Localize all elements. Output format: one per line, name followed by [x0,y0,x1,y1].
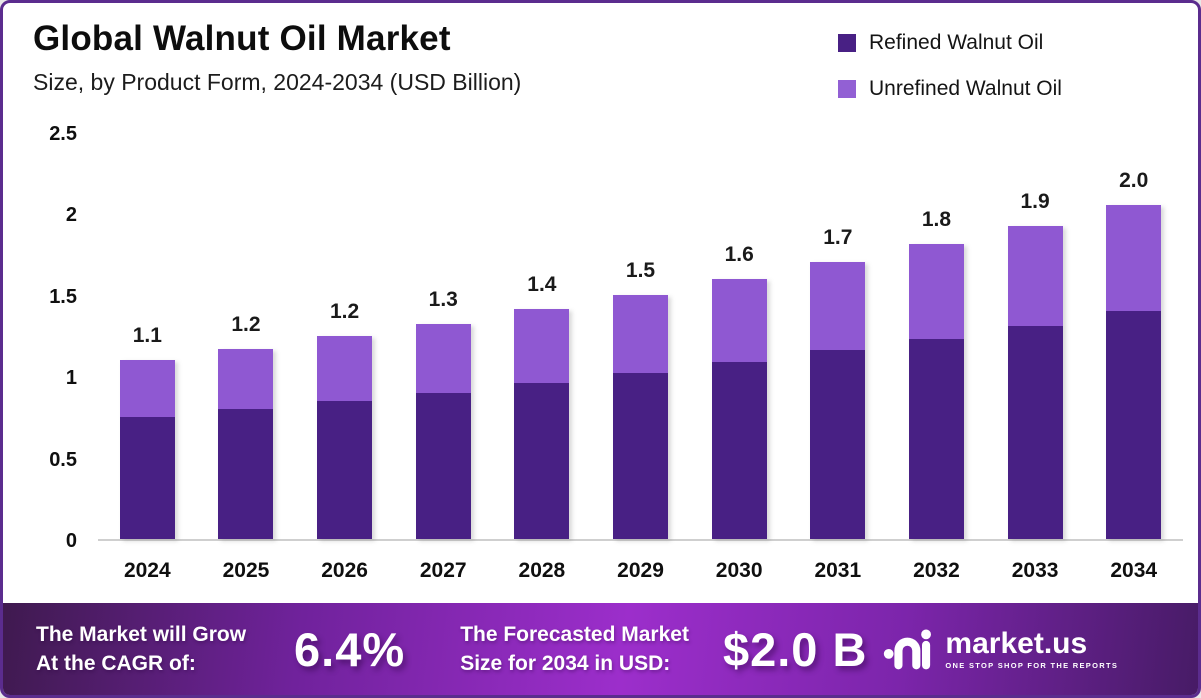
bar-segment-refined [908,338,964,539]
bar-column-2026: 1.2 [295,134,394,539]
y-tick-label: 0 [65,530,77,552]
forecast-value: $2.0 B [722,622,868,676]
bar-segment-refined [317,400,373,539]
brand-logo: market.us ONE STOP SHOP FOR THE REPORTS [883,628,1118,670]
bar-segment-refined [514,382,570,539]
x-tick-label-2025: 2025 [222,559,270,582]
legend-swatch-refined-icon [838,34,856,52]
bar-column-2032: 1.8 [887,134,986,539]
forecast-caption-line1: The Forecasted Market [460,623,689,646]
bar-total-label: 1.4 [527,273,557,297]
brand-name: market.us [945,626,1088,660]
bar-stack [317,335,373,539]
bar-column-2024: 1.1 [98,134,197,539]
bar-total-label: 2.0 [1119,169,1149,193]
x-tick-label-2034: 2034 [1110,559,1158,582]
bar-stack [613,294,669,539]
bar-column-2033: 1.9 [986,134,1085,539]
bar-total-label: 1.3 [428,288,458,312]
legend-item-refined: Refined Walnut Oil [838,31,1062,55]
page-subtitle: Size, by Product Form, 2024-2034 (USD Bi… [33,69,522,95]
y-axis: 0 0.5 1 1.5 2 2.5 [3,3,79,695]
bar-column-2030: 1.6 [690,134,789,539]
y-tick-label: 2.5 [49,123,77,145]
cagr-value: 6.4% [294,622,406,676]
y-tick-label: 1 [65,367,77,390]
legend-item-unrefined: Unrefined Walnut Oil [838,77,1062,101]
bar-stack [218,348,274,539]
footer-banner: The Market will Grow At the CAGR of: 6.4… [3,603,1198,695]
bar-total-label: 1.9 [1020,190,1050,214]
bar-segment-refined [1106,311,1162,539]
bar-segment-unrefined [514,309,570,383]
bar-stack [908,244,964,539]
x-tick-label-2031: 2031 [814,559,862,582]
legend-label: Refined Walnut Oil [869,31,1044,54]
bar-column-2027: 1.3 [394,134,493,539]
bar-column-2028: 1.4 [493,134,592,539]
bar-total-label: 1.8 [921,208,952,232]
forecast-caption: The Forecasted Market Size for 2034 in U… [460,620,689,678]
bar-stack [514,309,570,539]
x-tick-label-2026: 2026 [321,559,368,582]
legend-label: Unrefined Walnut Oil [869,77,1062,100]
bar-segment-unrefined [908,244,964,339]
bar-segment-refined [613,372,669,539]
cagr-caption: The Market will Grow At the CAGR of: [36,620,246,678]
x-tick-label-2024: 2024 [123,559,171,582]
bar-segment-unrefined [317,335,373,401]
bar-chart-plot: 1.1 1.2 1.2 1.3 1.4 1.5 1.6 1.7 1.8 1.9 2.0 [98,134,1183,541]
bar-segment-refined [218,408,274,539]
bar-segment-unrefined [218,348,274,409]
bar-segment-refined [1007,325,1063,539]
x-axis-labels: 2024 2025 2026 2027 2028 2029 2030 2031 2032 2033… [98,559,1183,583]
forecast-caption-line2: Size for 2034 in USD: [460,652,671,675]
bar-total-label: 1.7 [823,226,853,250]
bar-stack [1106,205,1162,539]
bar-column-2025: 1.2 [197,134,296,539]
bar-total-label: 1.1 [132,323,162,347]
legend-swatch-unrefined-icon [838,80,856,98]
bar-segment-unrefined [711,278,767,362]
x-tick-label-2027: 2027 [419,559,467,582]
bar-stack [119,359,175,539]
bar-stack [711,278,767,539]
bar-stack [1007,226,1063,539]
x-tick-label-2028: 2028 [518,559,566,582]
bar-segment-refined [415,392,471,539]
bar-segment-unrefined [415,324,471,393]
bar-segment-refined [711,361,767,539]
x-tick-label-2030: 2030 [715,559,763,582]
market-us-logo-icon [884,629,932,670]
bar-column-2031: 1.7 [788,134,887,539]
bar-total-label: 1.2 [330,299,360,323]
bar-segment-refined [119,416,175,539]
y-tick-label: 2 [65,204,77,227]
bar-column-2034: 2.0 [1084,134,1183,539]
bar-segment-unrefined [810,262,866,351]
cagr-caption-line2: At the CAGR of: [36,652,196,675]
bar-total-label: 1.2 [231,312,261,336]
brand-text: market.us ONE STOP SHOP FOR THE REPORTS [945,626,1119,670]
bar-stack [810,262,866,539]
x-tick-label-2029: 2029 [617,559,664,582]
y-tick-label: 0.5 [49,448,77,471]
bar-segment-unrefined [1007,226,1063,326]
legend: Refined Walnut Oil Unrefined Walnut Oil [838,31,1062,123]
brand-tagline: ONE STOP SHOP FOR THE REPORTS [945,660,1119,670]
bar-total-label: 1.6 [724,242,754,266]
y-tick-label: 1.5 [49,285,77,308]
page-title: Global Walnut Oil Market [33,19,451,58]
x-tick-label-2033: 2033 [1011,559,1059,582]
cagr-caption-line1: The Market will Grow [36,623,247,646]
bar-segment-unrefined [119,359,175,417]
bar-total-label: 1.5 [625,258,656,282]
bar-stack [415,324,471,539]
bar-column-2029: 1.5 [591,134,690,539]
bar-segment-refined [810,350,866,539]
bar-segment-unrefined [1106,205,1162,312]
bar-segment-unrefined [613,294,669,373]
x-tick-label-2032: 2032 [913,559,960,582]
